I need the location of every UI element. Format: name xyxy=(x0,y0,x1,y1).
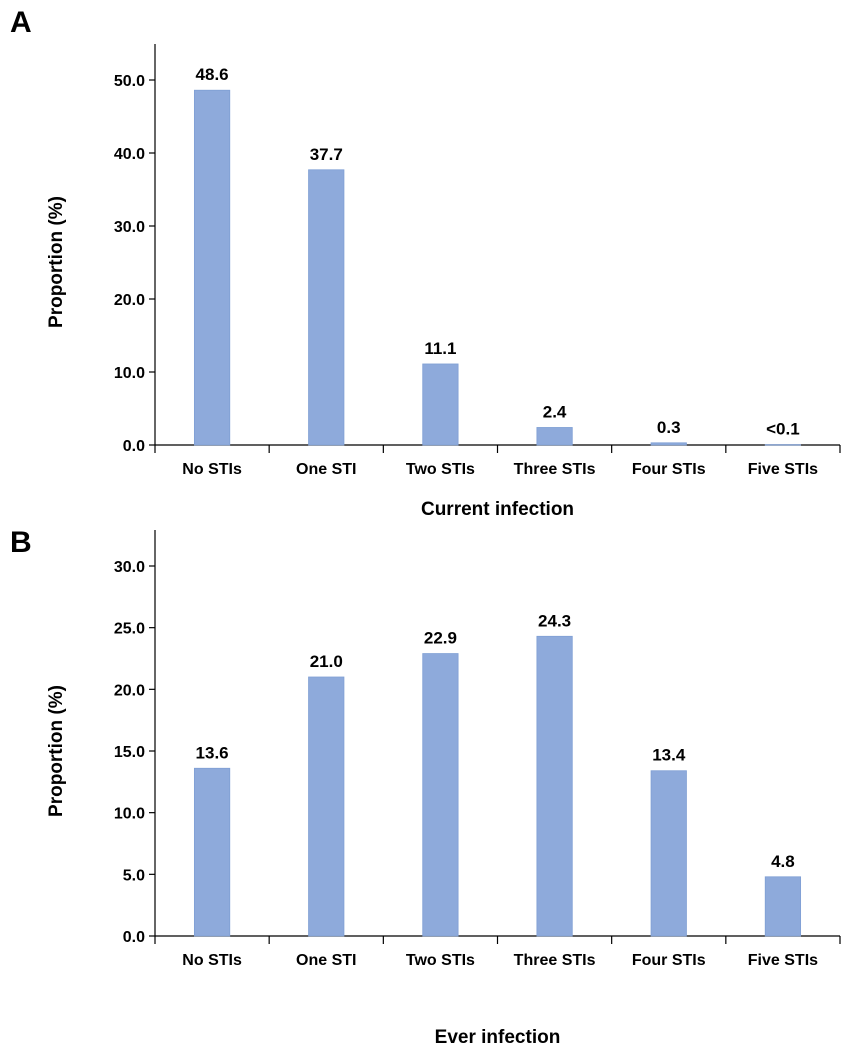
category-label: Five STIs xyxy=(748,952,818,969)
chart-ever-infection: 0.0 5.0 10.0 15.0 20.0 25.0 30.0 13.6 No STIs 21.… xyxy=(46,530,841,1048)
y-tick-label: 10.0 xyxy=(114,806,145,823)
y-tick-label: 20.0 xyxy=(114,292,145,309)
category-label: Four STIs xyxy=(632,952,706,969)
category-label: Five STIs xyxy=(748,461,818,478)
data-label: 11.1 xyxy=(424,339,456,358)
category-label: Two STIs xyxy=(406,952,475,969)
data-label: <0.1 xyxy=(766,420,800,439)
bar xyxy=(764,876,802,937)
bar xyxy=(650,770,687,937)
y-tick-label: 50.0 xyxy=(114,73,145,90)
bar xyxy=(193,767,231,937)
y-tick-label: 30.0 xyxy=(114,559,145,576)
panel-label-b: B xyxy=(10,526,32,559)
bar xyxy=(308,169,345,446)
data-label: 22.9 xyxy=(424,629,457,648)
data-label: 24.3 xyxy=(538,611,571,630)
chart-current-infection: 0.0 10.0 20.0 30.0 40.0 50.0 48.6 No STIs 37.7 On… xyxy=(46,44,841,520)
panel-label-a: A xyxy=(10,6,32,39)
data-label: 13.6 xyxy=(196,743,229,762)
y-axis-title: Proportion (%) xyxy=(46,196,67,328)
category-label: Two STIs xyxy=(406,461,475,478)
bar xyxy=(764,444,802,446)
bar xyxy=(422,653,459,937)
bar xyxy=(536,635,573,937)
y-tick-label: 10.0 xyxy=(114,365,145,382)
category-label: Three STIs xyxy=(514,952,596,969)
data-label: 2.4 xyxy=(543,402,567,421)
y-tick-label: 15.0 xyxy=(114,744,145,761)
category-label: One STI xyxy=(296,461,356,478)
y-tick-label: 20.0 xyxy=(114,682,145,699)
data-label: 37.7 xyxy=(310,145,343,164)
category-label: One STI xyxy=(296,952,356,969)
y-tick-label: 5.0 xyxy=(123,867,145,884)
y-tick-label: 0.0 xyxy=(123,438,145,455)
data-label: 21.0 xyxy=(310,652,343,671)
y-tick-label: 25.0 xyxy=(114,621,145,638)
x-axis-title: Current infection xyxy=(421,499,574,520)
category-label: No STIs xyxy=(182,461,242,478)
bar xyxy=(650,442,687,446)
data-label: 48.6 xyxy=(196,65,229,84)
category-label: Four STIs xyxy=(632,461,706,478)
category-label: No STIs xyxy=(182,952,242,969)
bar xyxy=(536,427,573,446)
data-label: 4.8 xyxy=(771,852,795,871)
y-axis-title: Proportion (%) xyxy=(46,685,67,817)
x-axis-title: Ever infection xyxy=(435,1027,561,1048)
category-label: Three STIs xyxy=(514,461,596,478)
bar xyxy=(422,363,459,446)
y-tick-label: 40.0 xyxy=(114,146,145,163)
data-label: 0.3 xyxy=(657,418,681,437)
bar xyxy=(308,676,345,937)
data-label: 13.4 xyxy=(652,746,686,765)
y-tick-label: 0.0 xyxy=(123,929,145,946)
y-tick-label: 30.0 xyxy=(114,219,145,236)
bar xyxy=(193,89,231,446)
